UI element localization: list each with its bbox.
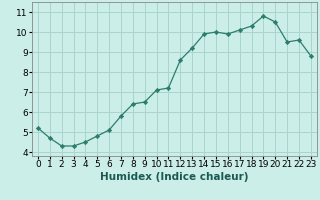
X-axis label: Humidex (Indice chaleur): Humidex (Indice chaleur) bbox=[100, 172, 249, 182]
